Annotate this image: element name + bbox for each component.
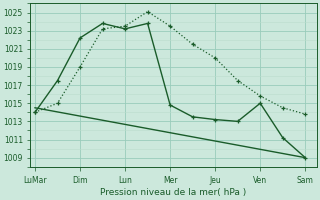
X-axis label: Pression niveau de la mer( hPa ): Pression niveau de la mer( hPa ) [100,188,247,197]
